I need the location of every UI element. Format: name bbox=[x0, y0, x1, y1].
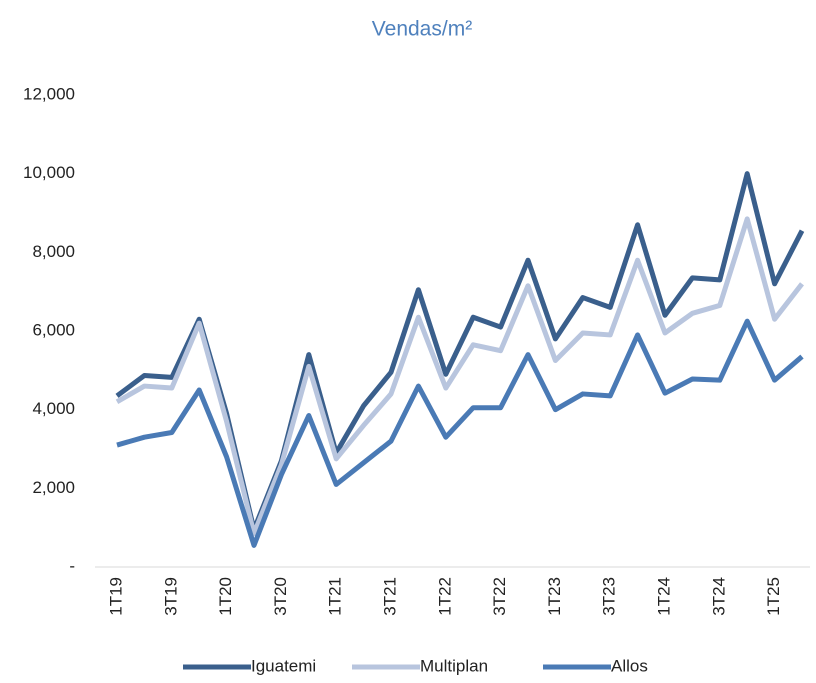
x-tick-label: 1T23 bbox=[545, 577, 564, 616]
chart-title: Vendas/m² bbox=[372, 18, 472, 41]
x-tick-label: 3T24 bbox=[709, 577, 728, 616]
series-line bbox=[115, 216, 804, 537]
legend-label: Multiplan bbox=[420, 656, 488, 675]
y-tick-label: 10,000 bbox=[23, 163, 75, 182]
x-tick-label: 3T20 bbox=[271, 577, 290, 616]
y-tick-label: 2,000 bbox=[32, 478, 75, 497]
x-tick-label: 1T24 bbox=[654, 577, 673, 616]
legend-label: Iguatemi bbox=[251, 656, 316, 675]
x-tick-label: 1T21 bbox=[326, 577, 345, 616]
x-tick-label: 1T25 bbox=[764, 577, 783, 616]
y-tick-label: 4,000 bbox=[32, 399, 75, 418]
y-tick-label: 8,000 bbox=[32, 242, 75, 261]
x-tick-label: 1T20 bbox=[216, 577, 235, 616]
x-tick-label: 3T19 bbox=[161, 577, 180, 616]
x-tick-label: 3T23 bbox=[600, 577, 619, 616]
y-tick-label: 12,000 bbox=[23, 84, 75, 103]
x-tick-label: 3T22 bbox=[490, 577, 509, 616]
x-tick-label: 3T21 bbox=[380, 577, 399, 616]
x-tick-label: 1T22 bbox=[435, 577, 454, 616]
y-tick-label: - bbox=[69, 556, 75, 575]
series-line bbox=[116, 318, 804, 548]
series-line bbox=[115, 171, 805, 533]
y-tick-label: 6,000 bbox=[32, 320, 75, 339]
legend-label: Allos bbox=[611, 656, 648, 675]
x-tick-label: 1T19 bbox=[106, 577, 125, 616]
